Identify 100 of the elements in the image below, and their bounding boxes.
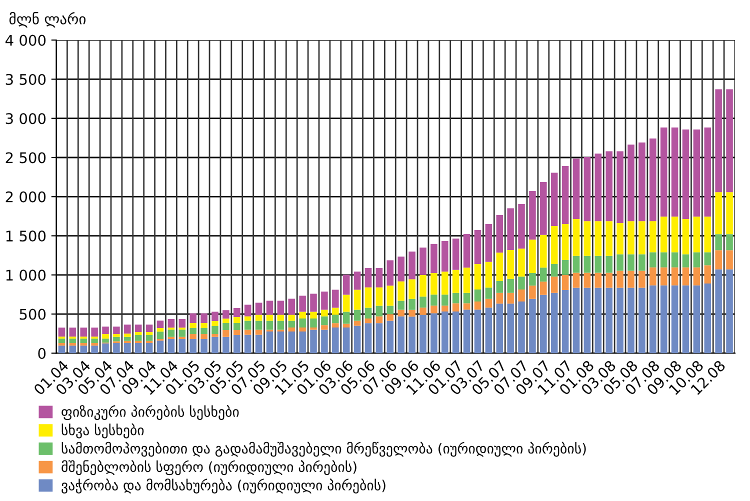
bar: [430, 272, 438, 295]
bar: [146, 334, 153, 341]
bar: [518, 276, 525, 290]
bar: [562, 290, 569, 354]
bar: [386, 320, 394, 354]
bar: [628, 254, 634, 271]
bar: [660, 285, 668, 354]
bar: [507, 278, 514, 293]
bar: [124, 336, 131, 341]
bar: [650, 221, 656, 252]
bar: [682, 254, 690, 268]
bar: [376, 306, 383, 316]
bar: [441, 294, 448, 306]
bar: [507, 292, 514, 304]
bar: [715, 234, 722, 250]
bar: [496, 304, 504, 354]
bar: [386, 286, 394, 306]
bar: [550, 264, 558, 277]
bar: [562, 224, 569, 260]
bar: [332, 314, 339, 324]
bar: [398, 316, 404, 354]
bar: [91, 342, 98, 346]
bar: [420, 314, 426, 354]
bar: [452, 312, 460, 354]
bar: [386, 306, 394, 314]
bar: [156, 332, 164, 339]
bar: [91, 328, 98, 337]
legend-label: ფიზიკური პირების სესხები: [62, 405, 239, 420]
legend-label: მშენებლობის სფერო (იურიდიული პირების): [62, 460, 356, 476]
bar: [408, 298, 416, 310]
bar: [113, 336, 120, 342]
bar: [441, 306, 448, 312]
bar: [354, 310, 361, 321]
bar: [146, 324, 153, 332]
bar: [168, 318, 175, 328]
bar: [200, 328, 208, 334]
bar: [244, 330, 252, 335]
bar: [91, 338, 98, 343]
bar: [408, 252, 416, 280]
bar: [420, 308, 426, 315]
bar: [485, 262, 492, 288]
bar: [156, 328, 164, 332]
bar: [364, 308, 372, 318]
bar: [80, 338, 88, 343]
bar: [660, 216, 668, 252]
bar: [113, 326, 120, 334]
bar: [507, 208, 514, 250]
bar: [299, 318, 306, 328]
bar: [386, 314, 394, 321]
bar: [190, 313, 196, 323]
bar: [200, 334, 208, 339]
bar: [562, 260, 569, 275]
bar: [463, 234, 470, 268]
bar: [572, 288, 580, 354]
bar: [474, 310, 482, 354]
bar: [255, 314, 262, 321]
bar: [277, 320, 284, 330]
bar: [693, 252, 700, 268]
bar: [200, 322, 208, 328]
bar: [682, 285, 690, 354]
bar: [572, 272, 580, 288]
bar: [255, 302, 262, 315]
bar: [310, 318, 317, 328]
bar: [134, 342, 142, 354]
bar: [102, 338, 109, 343]
bar: [354, 326, 361, 354]
bar: [496, 214, 504, 253]
bar: [233, 317, 240, 323]
bar: [266, 314, 274, 321]
bar: [671, 127, 678, 217]
legend-label: ვაჭრობა და მომსახურება (იურიდიული პირების): [62, 478, 386, 494]
bar: [616, 223, 624, 254]
bar: [244, 320, 252, 330]
bar: [244, 304, 252, 316]
bar: [134, 334, 142, 341]
bar: [80, 328, 88, 337]
bar: [156, 340, 164, 354]
bar: [485, 298, 492, 308]
bar: [58, 328, 66, 337]
bar: [277, 300, 284, 315]
bar: [550, 292, 558, 354]
bar: [69, 338, 76, 343]
bar: [485, 308, 492, 354]
bar: [441, 240, 448, 272]
bar: [463, 310, 470, 354]
bar: [606, 288, 612, 354]
bar: [321, 316, 328, 326]
bar: [146, 332, 153, 335]
bar: [102, 326, 109, 334]
bar: [474, 290, 482, 302]
bar: [628, 221, 634, 254]
bar: [529, 298, 536, 354]
bar: [398, 281, 404, 301]
bar: [222, 336, 230, 354]
bar: [529, 240, 536, 273]
bar: [342, 324, 350, 328]
bar: [562, 274, 569, 290]
bar: [572, 219, 580, 256]
bar: [693, 267, 700, 286]
bar: [233, 322, 240, 330]
